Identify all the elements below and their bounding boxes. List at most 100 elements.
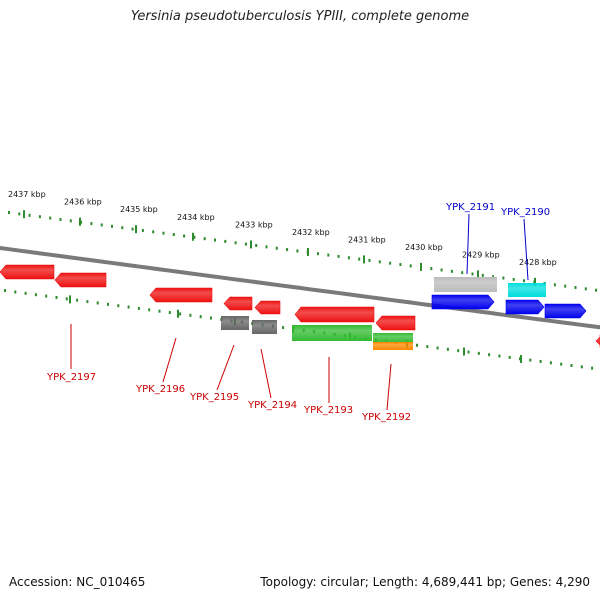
tick-dot: [317, 252, 319, 256]
gene-arrow-ypk-2190[interactable]: [505, 299, 545, 315]
major-tick: [463, 347, 465, 356]
tick-dot: [152, 230, 155, 234]
gene-box-ypk-2192b[interactable]: [373, 342, 413, 350]
tick-dot: [275, 246, 278, 250]
tick-dot: [86, 300, 89, 304]
tick-dot: [389, 261, 392, 265]
gene-arrow-ypk-2194[interactable]: [254, 300, 281, 315]
gene-box-ypk-2195[interactable]: [221, 316, 249, 330]
gene-label-connector: [216, 344, 235, 391]
tick-dot: [457, 349, 460, 353]
tick-dot: [286, 248, 289, 252]
tick-label: 2433 kbp: [235, 220, 273, 229]
tick-dot: [255, 244, 258, 248]
tick-dot: [203, 237, 206, 241]
gene-label[interactable]: YPK_2197: [46, 372, 96, 383]
tick-dot: [76, 298, 79, 302]
tick-dot: [539, 359, 542, 363]
tick-dot: [378, 260, 381, 264]
tick-dot: [90, 222, 93, 226]
tick-label: 2437 kbp: [8, 190, 46, 199]
tick-dot: [481, 273, 484, 277]
tick-dot: [399, 263, 402, 267]
tick-dot: [199, 315, 202, 319]
gene-label[interactable]: YPK_2190: [500, 207, 550, 218]
gene-arrow-edge[interactable]: [595, 334, 600, 348]
tick-dot: [183, 234, 186, 238]
tick-dot: [111, 224, 113, 228]
major-tick: [420, 262, 422, 271]
tick-dot: [471, 272, 474, 276]
gene-label-connector: [260, 348, 272, 399]
tick-dot: [131, 227, 134, 231]
tick-dot: [492, 275, 495, 279]
tick-label: 2428 kbp: [519, 258, 557, 267]
major-tick: [79, 217, 81, 226]
gene-label[interactable]: YPK_2191: [445, 202, 495, 213]
tick-dot: [477, 351, 480, 355]
tick-dot: [18, 212, 21, 216]
tick-dot: [141, 228, 144, 232]
gene-arrow-ypk-2197[interactable]: [0, 264, 55, 280]
gene-label-connector: [162, 337, 177, 383]
tick-dot: [244, 242, 247, 246]
gene-box-ypk-2193[interactable]: [292, 325, 372, 341]
gene-label[interactable]: YPK_2195: [189, 392, 239, 403]
tick-dot: [498, 354, 501, 358]
tick-dot: [416, 343, 418, 347]
tick-dot: [137, 306, 140, 310]
gene-box-ypk-2190[interactable]: [508, 283, 546, 297]
major-tick: [69, 295, 71, 304]
tick-label: 2434 kbp: [177, 213, 215, 222]
gene-label[interactable]: YPK_2194: [247, 400, 297, 411]
tick-dot: [69, 219, 72, 223]
gene-arrow-ypk-2195[interactable]: [223, 296, 253, 311]
tick-dot: [265, 245, 268, 249]
tick-dot: [168, 311, 171, 315]
tick-dot: [570, 363, 573, 367]
tick-dot: [8, 211, 10, 215]
tick-label: 2432 kbp: [292, 228, 330, 237]
tick-dot: [436, 346, 439, 350]
gene-arrow-ypk-2197b[interactable]: [54, 272, 107, 288]
tick-label: 2429 kbp: [462, 250, 500, 259]
tick-dot: [523, 279, 525, 283]
gene-box-ypk-2191[interactable]: [434, 277, 497, 292]
tick-dot: [409, 264, 412, 268]
tick-dot: [234, 241, 237, 245]
tick-dot: [117, 304, 120, 308]
gene-label[interactable]: YPK_2196: [135, 384, 185, 395]
gene-label[interactable]: YPK_2193: [303, 405, 353, 416]
tick-dot: [193, 235, 196, 239]
genome-backbone: [0, 245, 600, 330]
tick-dot: [214, 238, 216, 242]
tick-dot: [580, 365, 583, 369]
tick-dot: [45, 294, 48, 298]
tick-dot: [38, 215, 41, 219]
gene-label[interactable]: YPK_2192: [361, 412, 411, 423]
major-tick: [250, 240, 252, 249]
tick-dot: [121, 226, 124, 230]
tick-dot: [148, 308, 151, 312]
major-tick: [177, 309, 179, 318]
gene-arrow-ypk-2189[interactable]: [544, 303, 587, 319]
major-tick: [520, 354, 522, 363]
gene-arrow-ypk-2196[interactable]: [149, 287, 213, 303]
tick-dot: [430, 267, 433, 271]
gene-box-ypk-2192[interactable]: [373, 333, 413, 343]
tick-dot: [440, 268, 443, 272]
tick-dot: [96, 301, 99, 305]
gene-arrow-ypk-2191[interactable]: [431, 294, 495, 310]
tick-dot: [426, 345, 429, 349]
tick-dot: [4, 289, 6, 293]
gene-label-connector: [466, 213, 470, 275]
gene-box-ypk-2194[interactable]: [252, 320, 277, 334]
tick-label: 2431 kbp: [348, 235, 386, 244]
tick-dot: [210, 316, 212, 320]
gene-arrow-ypk-2193[interactable]: [294, 306, 375, 323]
tick-dot: [446, 347, 449, 351]
tick-dot: [549, 361, 552, 365]
tick-dot: [224, 239, 227, 243]
gene-arrow-ypk-2192[interactable]: [375, 315, 416, 331]
